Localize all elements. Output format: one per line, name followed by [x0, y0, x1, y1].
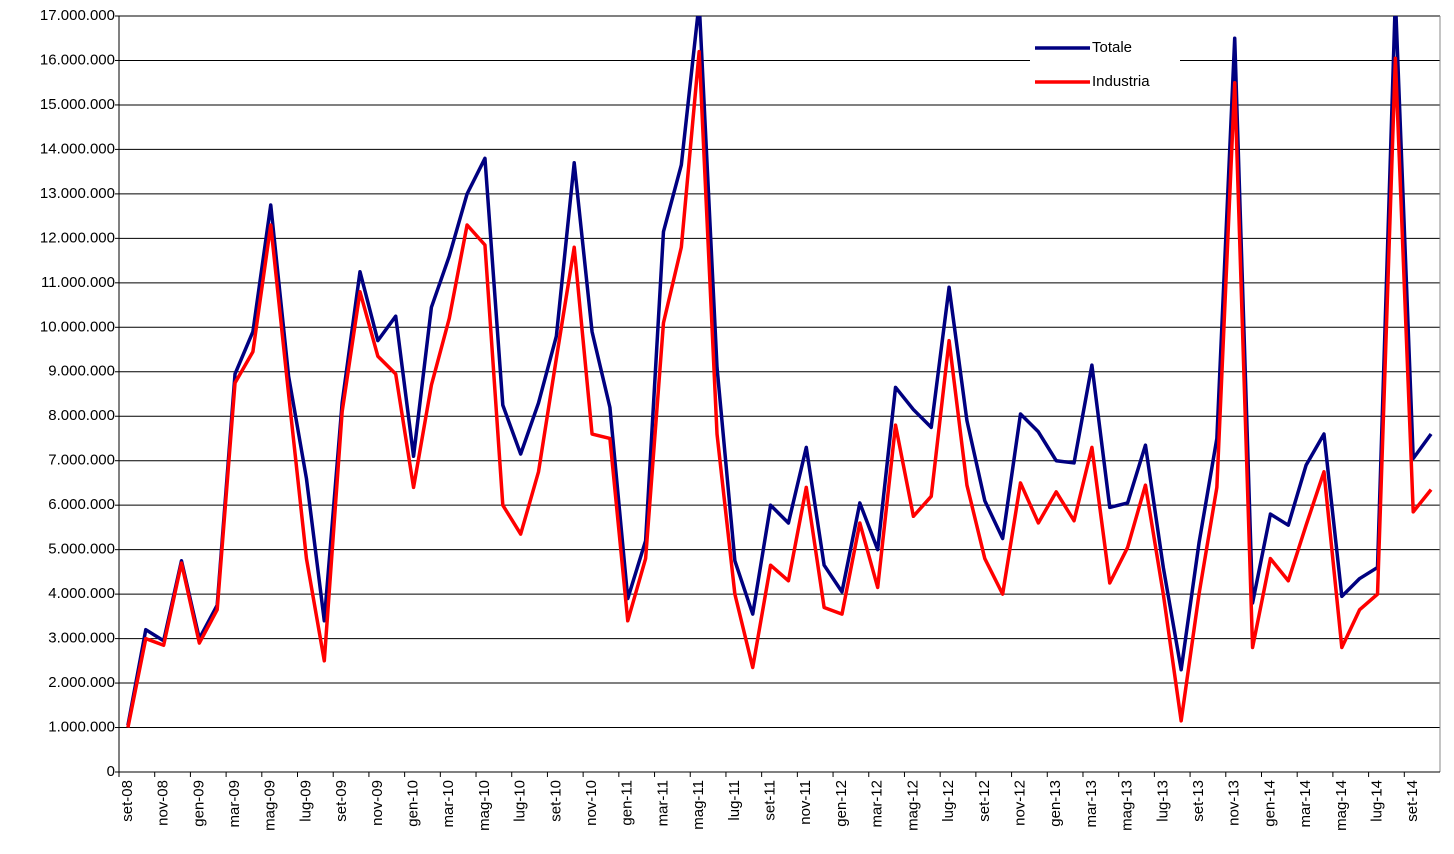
x-tick-label: gen-10 [405, 780, 422, 827]
x-tick-label: set-10 [547, 780, 564, 822]
x-tick-label: gen-09 [190, 780, 207, 827]
plot-lines [126, 16, 1433, 728]
x-tick-label: lug-13 [1154, 780, 1171, 822]
series-line [126, 49, 1433, 728]
y-tick-label: 3.000.000 [48, 630, 115, 647]
legend-label: Totale [1092, 39, 1132, 56]
y-tick-label: 9.000.000 [48, 363, 115, 380]
x-tick-label: mag-10 [476, 780, 493, 831]
x-tick-label: gen-11 [619, 780, 636, 826]
x-tick-label: nov-08 [155, 780, 172, 826]
x-tick-label: mar-14 [1297, 780, 1314, 828]
y-tick-label: 2.000.000 [48, 674, 115, 691]
x-tick-label: lug-12 [940, 780, 957, 822]
x-tick-label: mar-12 [869, 780, 886, 828]
x-tick-label: set-08 [119, 780, 136, 822]
y-tick-label: 15.000.000 [40, 96, 115, 113]
y-tick-label: 4.000.000 [48, 585, 115, 602]
y-tick-label: 16.000.000 [40, 51, 115, 68]
x-tick-label: mag-11 [690, 780, 707, 830]
x-tick-label: nov-12 [1011, 780, 1028, 826]
x-tick-label: gen-12 [833, 780, 850, 827]
y-tick-label: 11.000.000 [41, 274, 115, 291]
x-tick-label: lug-10 [512, 780, 529, 822]
x-tick-label: mag-14 [1333, 780, 1350, 831]
x-tick-label: mar-09 [226, 780, 243, 828]
x-tick-label: set-09 [333, 780, 350, 822]
x-tick-label: mag-09 [262, 780, 279, 831]
x-tick-label: gen-13 [1047, 780, 1064, 827]
y-tick-label: 14.000.000 [40, 140, 115, 157]
y-tick-label: 17.000.000 [40, 7, 115, 24]
legend-box [1030, 30, 1180, 98]
x-tick-label: set-11 [762, 780, 779, 821]
x-tick-label: mag-13 [1119, 780, 1136, 831]
y-tick-label: 1.000.000 [48, 718, 115, 735]
x-tick-label: mar-13 [1083, 780, 1100, 828]
x-tick-label: set-12 [976, 780, 993, 822]
y-tick-label: 5.000.000 [48, 541, 115, 558]
x-tick-label: lug-11 [726, 780, 743, 821]
x-tick-label: nov-13 [1226, 780, 1243, 826]
x-tick-label: nov-09 [369, 780, 386, 826]
y-tick-label: 0 [107, 763, 115, 780]
x-tick-label: set-14 [1404, 780, 1421, 822]
x-tick-label: mar-10 [440, 780, 457, 828]
x-tick-label: mag-12 [904, 780, 921, 831]
x-tick-label: mar-11 [654, 780, 671, 826]
y-tick-label: 6.000.000 [48, 496, 115, 513]
x-tick-label: set-13 [1190, 780, 1207, 822]
y-tick-label: 8.000.000 [48, 407, 115, 424]
legend-label: Industria [1092, 73, 1150, 90]
y-tick-label: 7.000.000 [48, 452, 115, 469]
y-tick-label: 12.000.000 [40, 229, 115, 246]
x-tick-label: nov-11 [797, 780, 814, 825]
y-tick-label: 10.000.000 [40, 318, 115, 335]
x-tick-label: lug-14 [1368, 780, 1385, 822]
x-tick-label: nov-10 [583, 780, 600, 826]
x-tick-label: gen-14 [1261, 780, 1278, 827]
y-tick-label: 13.000.000 [40, 185, 115, 202]
x-tick-label: lug-09 [297, 780, 314, 822]
